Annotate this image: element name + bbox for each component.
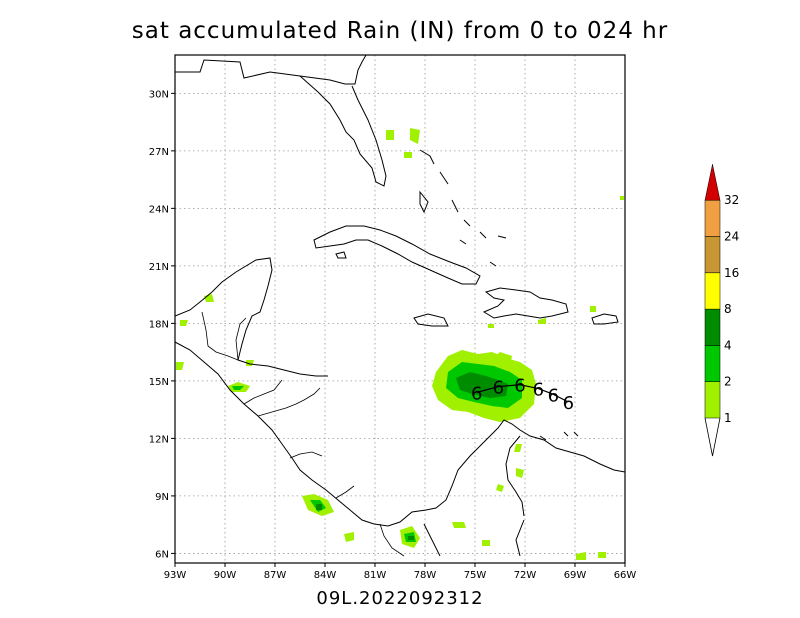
legend-color-cell: [704, 308, 721, 346]
lat-tick-label: 12N: [149, 434, 169, 445]
legend-top-triangle: [704, 164, 721, 201]
lon-tick-label: 72W: [514, 570, 537, 581]
legend-level-label: 2: [724, 375, 732, 389]
legend-level-label: 4: [724, 338, 732, 352]
lon-tick-label: 78W: [414, 570, 437, 581]
lon-tick-label: 69W: [564, 570, 587, 581]
lon-tick-label: 75W: [464, 570, 487, 581]
lat-tick-label: 18N: [149, 319, 169, 330]
map-grid: [174, 55, 626, 563]
lat-tick-label: 6N: [155, 549, 169, 560]
track-point-symbol: 6: [548, 385, 559, 406]
track-point-symbol: 6: [563, 393, 574, 414]
legend-level-label: 24: [724, 230, 739, 244]
storm-id-label: 09L.2022092312: [316, 588, 484, 609]
track-line: [476, 384, 569, 403]
lat-tick-label: 9N: [155, 492, 169, 503]
lon-tick-label: 87W: [264, 570, 287, 581]
track-point-symbol: 6: [493, 378, 504, 399]
legend-color-cell: [704, 199, 721, 237]
legend-level-label: 1: [724, 411, 732, 425]
legend-color-cell: [704, 345, 721, 382]
coastlines: [175, 55, 625, 557]
lon-tick-label: 93W: [164, 570, 187, 581]
legend-bottom-triangle: [704, 417, 721, 457]
lat-tick-label: 21N: [149, 262, 169, 273]
lat-tick-label: 24N: [149, 204, 169, 215]
rainfall-field: [176, 128, 624, 560]
map-frame: [174, 54, 626, 564]
country-borders: [201, 311, 405, 557]
lon-tick-label: 84W: [314, 570, 337, 581]
axis-labels: 93W 90W 87W 84W 81W 78W 75W 72W 69W 66W 6N 9N 12N 15N…: [149, 89, 637, 581]
lat-tick-label: 27N: [149, 147, 169, 158]
legend-color-cell: [704, 272, 721, 310]
lon-tick-label: 90W: [214, 570, 237, 581]
legend-color-cell: [704, 381, 721, 419]
track-point-symbol: 6: [514, 376, 525, 397]
track-point-symbol: 6: [471, 383, 482, 404]
lat-tick-label: 30N: [149, 89, 169, 100]
lat-tick-label: 15N: [149, 377, 169, 388]
legend-level-label: 32: [724, 193, 739, 207]
legend-level-label: 16: [724, 266, 739, 280]
legend-level-label: 8: [724, 302, 732, 316]
legend-color-cell: [704, 236, 721, 274]
track-point-symbol: 6: [533, 380, 544, 401]
lon-tick-label: 66W: [614, 570, 637, 581]
chart-title: sat accumulated Rain (IN) from 0 to 024 …: [131, 18, 669, 44]
lon-tick-label: 81W: [364, 570, 387, 581]
